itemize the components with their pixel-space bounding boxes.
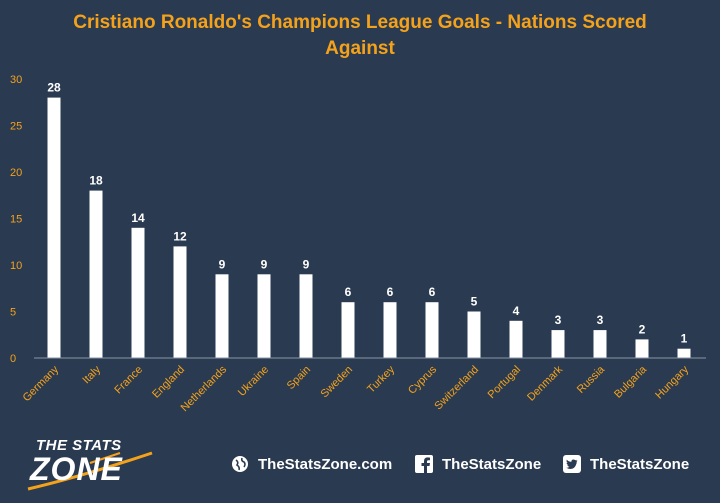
x-tick-label: England [150,364,187,401]
website-link[interactable]: TheStatsZone.com [230,454,392,474]
bar-hungary [677,348,691,358]
x-tick-label: Spain [285,364,313,392]
y-tick-label: 5 [10,307,16,319]
bar-portugal [509,320,523,358]
bar-germany [47,97,61,358]
data-label: 9 [219,257,226,271]
twitter-label: TheStatsZone [590,455,690,473]
logo-text-bottom: ZONE [30,451,123,487]
footer: THE STATS ZONE TheStatsZone.com TheStats… [0,425,720,503]
y-tick-label: 20 [10,167,22,179]
x-tick-label: Germany [21,363,62,404]
x-tick-label: Ukraine [236,364,271,399]
bar-italy [89,190,103,358]
data-label: 28 [47,81,61,95]
facebook-label: TheStatsZone [442,455,542,473]
data-label: 9 [303,257,310,271]
stats-zone-logo: THE STATS ZONE [20,433,160,495]
bar-chart: 0 5 10 15 20 25 30 28 18 14 12 9 9 9 6 6 6 5 4 3 3 2 1 German… [10,74,706,414]
data-label: 1 [681,332,688,346]
x-tick-label: Bulgaria [612,363,650,401]
data-label: 3 [555,313,562,327]
x-tick-label: Cyprus [406,363,439,396]
x-tick-label: Italy [80,363,103,386]
data-label: 9 [261,257,268,271]
bar-france [131,227,145,358]
x-tick-label: Switzerland [432,364,481,413]
data-label: 3 [597,313,604,327]
facebook-icon [414,454,434,474]
y-tick-label: 30 [10,74,22,86]
x-tick-label: Denmark [525,363,565,403]
data-label: 6 [429,285,436,299]
logo-text-top: THE STATS [36,437,122,454]
bar-cyprus [425,302,439,358]
y-tick-label: 10 [10,260,22,272]
twitter-link[interactable]: TheStatsZone [562,454,689,474]
data-label: 5 [471,295,478,309]
y-tick-label: 25 [10,121,22,133]
bar-ukraine [257,274,271,358]
twitter-icon [562,454,582,474]
data-label: 6 [387,285,394,299]
bar-switzerland [467,311,481,358]
x-tick-label: Portugal [486,364,523,401]
bar-bulgaria [635,339,649,358]
bar-turkey [383,302,397,358]
bar-denmark [551,330,565,358]
bar-netherlands [215,274,229,358]
x-tick-label: Sweden [319,364,356,401]
bar-england [173,246,187,358]
website-label: TheStatsZone.com [258,455,393,473]
data-label: 6 [345,285,352,299]
data-label: 2 [639,322,646,336]
x-tick-label: France [112,364,145,397]
y-tick-label: 0 [10,353,16,365]
x-tick-label: Netherlands [179,363,230,414]
data-label: 14 [131,211,145,225]
y-tick-label: 15 [10,214,22,226]
bar-sweden [341,302,355,358]
bar-russia [593,330,607,358]
chart-title: Cristiano Ronaldo's Champions League Goa… [73,12,647,59]
x-tick-label: Russia [575,363,608,396]
data-label: 4 [513,304,520,318]
x-tick-label: Hungary [653,363,691,401]
data-label: 12 [173,229,187,243]
bar-spain [299,274,313,358]
globe-icon [230,454,250,474]
x-tick-label: Turkey [365,363,397,395]
data-label: 18 [89,174,103,188]
facebook-link[interactable]: TheStatsZone [414,454,541,474]
